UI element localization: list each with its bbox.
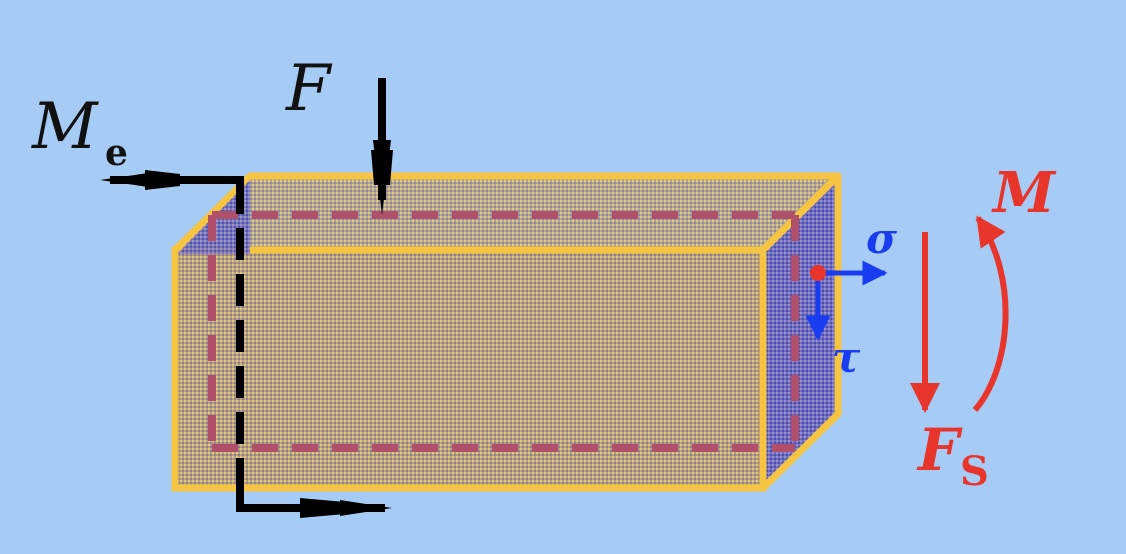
- label-fs: F: [916, 416, 963, 484]
- torque-me-arrow: [100, 170, 392, 518]
- label-m: M: [991, 160, 1057, 226]
- label-me-subscript: e: [105, 132, 128, 174]
- label-f: F: [285, 52, 333, 126]
- stress-arrows: [805, 260, 888, 341]
- bending-moment-arrow: [972, 215, 1009, 412]
- label-me: M: [31, 90, 99, 164]
- beam-front-face: [171, 246, 767, 492]
- label-tau: τ: [832, 333, 861, 382]
- force-f-arrow: [371, 78, 393, 215]
- stress-point: [810, 265, 826, 281]
- cross-section-dashed: [208, 211, 799, 452]
- label-sigma: σ: [866, 214, 897, 263]
- label-fs-subscript: S: [960, 448, 989, 495]
